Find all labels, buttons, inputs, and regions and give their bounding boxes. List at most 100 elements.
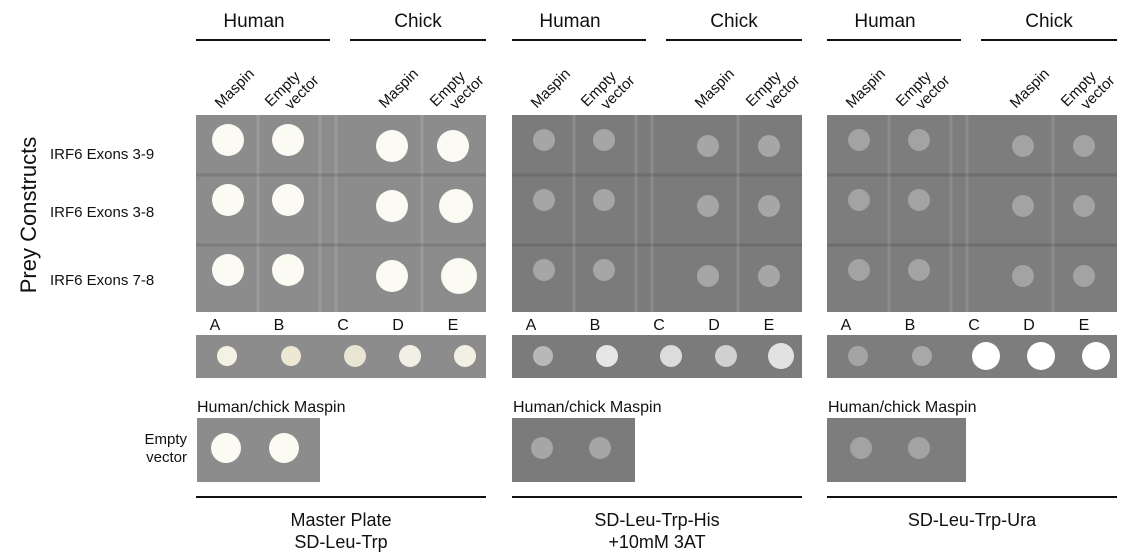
colony (758, 135, 780, 157)
column-label: Maspin (692, 65, 738, 111)
colony (589, 437, 611, 459)
strip-plate (512, 335, 802, 378)
colony (848, 189, 870, 211)
empty-vector-label: Empty (144, 431, 187, 448)
colony (437, 130, 469, 162)
colony (912, 346, 932, 366)
column-label: Maspin (843, 65, 889, 111)
plate-name: SD-Leu-Trp-His (594, 510, 719, 530)
group-label: Chick (394, 11, 442, 32)
colony (533, 129, 555, 151)
strip-letter: A (210, 317, 221, 334)
row-label: IRF6 Exons 3-9 (50, 146, 154, 163)
colony (715, 345, 737, 367)
colony (593, 129, 615, 151)
group-label: Chick (710, 11, 758, 32)
strip-letter: B (274, 317, 285, 334)
strip-letter: C (653, 317, 665, 334)
colony (1027, 342, 1055, 370)
colony (850, 437, 872, 459)
colony (660, 345, 682, 367)
row-label: IRF6 Exons 7-8 (50, 272, 154, 289)
colony (272, 184, 304, 216)
colony (439, 189, 473, 223)
column-label-line: Maspin (212, 65, 258, 111)
colony (376, 260, 408, 292)
plate-name: +10mM 3AT (608, 532, 705, 552)
colony (758, 265, 780, 287)
column-label: Maspin (1007, 65, 1053, 111)
colony (593, 259, 615, 281)
colony (441, 258, 477, 294)
colony (531, 437, 553, 459)
colony (848, 346, 868, 366)
strip-plate (196, 335, 486, 378)
empty-vector-label: vector (146, 449, 187, 466)
control-plate (827, 418, 966, 482)
colony (533, 259, 555, 281)
colony (593, 189, 615, 211)
colony (1073, 195, 1095, 217)
strip-letter: E (764, 317, 775, 334)
colony (344, 345, 366, 367)
control-plate (512, 418, 635, 482)
strip-letter: A (526, 317, 537, 334)
group-label: Chick (1025, 11, 1073, 32)
strip-letter: C (968, 317, 980, 334)
plate-name: SD-Leu-Trp-Ura (908, 510, 1037, 530)
colony (1073, 135, 1095, 157)
strip-letter: B (905, 317, 916, 334)
column-label-line: Maspin (692, 65, 738, 111)
strip-plate (827, 335, 1117, 378)
strip-letter: E (1079, 317, 1090, 334)
colony (908, 129, 930, 151)
colony (1082, 342, 1110, 370)
colony (1012, 195, 1034, 217)
colony (848, 129, 870, 151)
colony (376, 130, 408, 162)
group-label: Human (223, 11, 284, 32)
colony (697, 135, 719, 157)
colony (272, 254, 304, 286)
colony (908, 437, 930, 459)
strip-letter: D (708, 317, 720, 334)
colony (1012, 135, 1034, 157)
colony (1073, 265, 1095, 287)
control-label: Human/chick Maspin (513, 399, 662, 416)
colony (269, 433, 299, 463)
colony (596, 345, 618, 367)
control-label: Human/chick Maspin (828, 399, 977, 416)
colony (454, 345, 476, 367)
strip-letter: E (448, 317, 459, 334)
column-label: Emptyvector (893, 61, 954, 122)
figure: Prey Constructs IRF6 Exons 3-9 IRF6 Exons… (0, 0, 1128, 556)
strip-letter: D (392, 317, 404, 334)
colony (697, 265, 719, 287)
colony (272, 124, 304, 156)
plate-name: SD-Leu-Trp (294, 532, 387, 552)
column-label: Emptyvector (578, 61, 639, 122)
colony (212, 184, 244, 216)
colony (758, 195, 780, 217)
colony (908, 259, 930, 281)
column-label-line: Maspin (843, 65, 889, 111)
colony (533, 346, 553, 366)
colony (399, 345, 421, 367)
row-label: IRF6 Exons 3-8 (50, 204, 154, 221)
colony (972, 342, 1000, 370)
control-label: Human/chick Maspin (197, 399, 346, 416)
strip-letter: D (1023, 317, 1035, 334)
colony (697, 195, 719, 217)
column-label-line: Maspin (1007, 65, 1053, 111)
strip-letter: A (841, 317, 852, 334)
row-axis-label: Prey Constructs (16, 137, 41, 294)
column-label: Emptyvector (743, 61, 804, 122)
colony (281, 346, 301, 366)
column-label: Maspin (212, 65, 258, 111)
column-label: Emptyvector (1058, 61, 1119, 122)
group-label: Human (854, 11, 915, 32)
plate-name: Master Plate (290, 510, 391, 530)
